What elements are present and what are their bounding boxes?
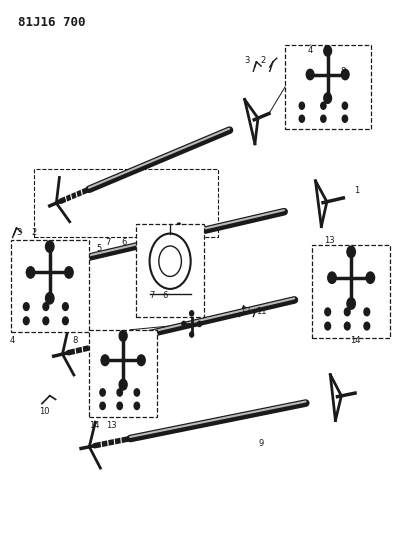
Circle shape bbox=[177, 244, 181, 249]
Circle shape bbox=[321, 115, 326, 122]
Text: 13: 13 bbox=[106, 421, 117, 430]
Text: 7: 7 bbox=[149, 291, 154, 300]
Circle shape bbox=[23, 303, 29, 310]
Bar bbox=[89, 330, 157, 417]
Circle shape bbox=[366, 272, 374, 284]
Bar bbox=[34, 169, 218, 238]
Text: 6: 6 bbox=[121, 238, 127, 247]
Text: 11: 11 bbox=[256, 307, 266, 316]
Circle shape bbox=[342, 102, 347, 109]
Circle shape bbox=[328, 272, 336, 284]
Circle shape bbox=[299, 115, 304, 122]
Text: 1: 1 bbox=[355, 185, 360, 195]
Text: 2: 2 bbox=[260, 56, 266, 66]
Text: 81J16 700: 81J16 700 bbox=[18, 16, 86, 29]
Circle shape bbox=[169, 233, 173, 239]
Circle shape bbox=[325, 308, 331, 316]
Circle shape bbox=[364, 322, 370, 330]
Circle shape bbox=[342, 115, 347, 122]
Circle shape bbox=[134, 402, 140, 409]
Text: 14: 14 bbox=[89, 421, 100, 430]
Text: 13: 13 bbox=[324, 236, 335, 245]
Circle shape bbox=[43, 317, 49, 325]
Circle shape bbox=[364, 308, 370, 316]
Circle shape bbox=[185, 233, 189, 239]
Text: 4: 4 bbox=[307, 46, 313, 55]
Circle shape bbox=[119, 330, 127, 341]
Text: 14: 14 bbox=[350, 336, 360, 345]
Circle shape bbox=[344, 322, 350, 330]
Circle shape bbox=[325, 322, 331, 330]
Text: 10: 10 bbox=[39, 407, 49, 416]
Text: 8: 8 bbox=[73, 336, 78, 345]
Circle shape bbox=[63, 317, 68, 325]
Circle shape bbox=[65, 266, 73, 278]
Circle shape bbox=[46, 293, 54, 304]
Circle shape bbox=[321, 102, 326, 109]
Circle shape bbox=[177, 223, 181, 228]
Text: 3: 3 bbox=[17, 228, 22, 237]
Circle shape bbox=[190, 332, 194, 337]
Circle shape bbox=[43, 303, 49, 310]
Circle shape bbox=[23, 317, 29, 325]
Text: 12: 12 bbox=[240, 307, 251, 316]
Circle shape bbox=[117, 389, 122, 396]
Circle shape bbox=[324, 93, 331, 103]
Bar bbox=[136, 224, 204, 317]
Text: 5: 5 bbox=[96, 244, 101, 253]
Circle shape bbox=[347, 246, 355, 257]
Circle shape bbox=[299, 102, 304, 109]
Circle shape bbox=[344, 308, 350, 316]
Circle shape bbox=[119, 379, 127, 390]
Text: 9: 9 bbox=[258, 439, 264, 448]
Circle shape bbox=[306, 69, 314, 80]
Circle shape bbox=[190, 311, 194, 316]
Circle shape bbox=[26, 266, 35, 278]
Circle shape bbox=[100, 389, 105, 396]
Circle shape bbox=[324, 46, 331, 56]
Bar bbox=[312, 245, 390, 338]
Bar bbox=[285, 45, 371, 130]
Circle shape bbox=[117, 402, 122, 409]
Circle shape bbox=[46, 241, 54, 252]
Circle shape bbox=[134, 389, 140, 396]
Circle shape bbox=[347, 298, 355, 309]
Circle shape bbox=[198, 321, 201, 327]
Text: 8: 8 bbox=[341, 67, 346, 76]
Circle shape bbox=[341, 69, 349, 80]
Text: 2: 2 bbox=[31, 228, 37, 237]
Text: 7: 7 bbox=[105, 238, 110, 247]
Text: 3: 3 bbox=[244, 56, 250, 66]
Circle shape bbox=[63, 303, 68, 310]
Text: 6: 6 bbox=[162, 291, 168, 300]
Circle shape bbox=[101, 355, 109, 366]
Text: 4: 4 bbox=[10, 336, 15, 345]
Circle shape bbox=[100, 402, 105, 409]
Circle shape bbox=[137, 355, 145, 366]
Circle shape bbox=[182, 321, 186, 327]
Bar bbox=[11, 240, 89, 333]
